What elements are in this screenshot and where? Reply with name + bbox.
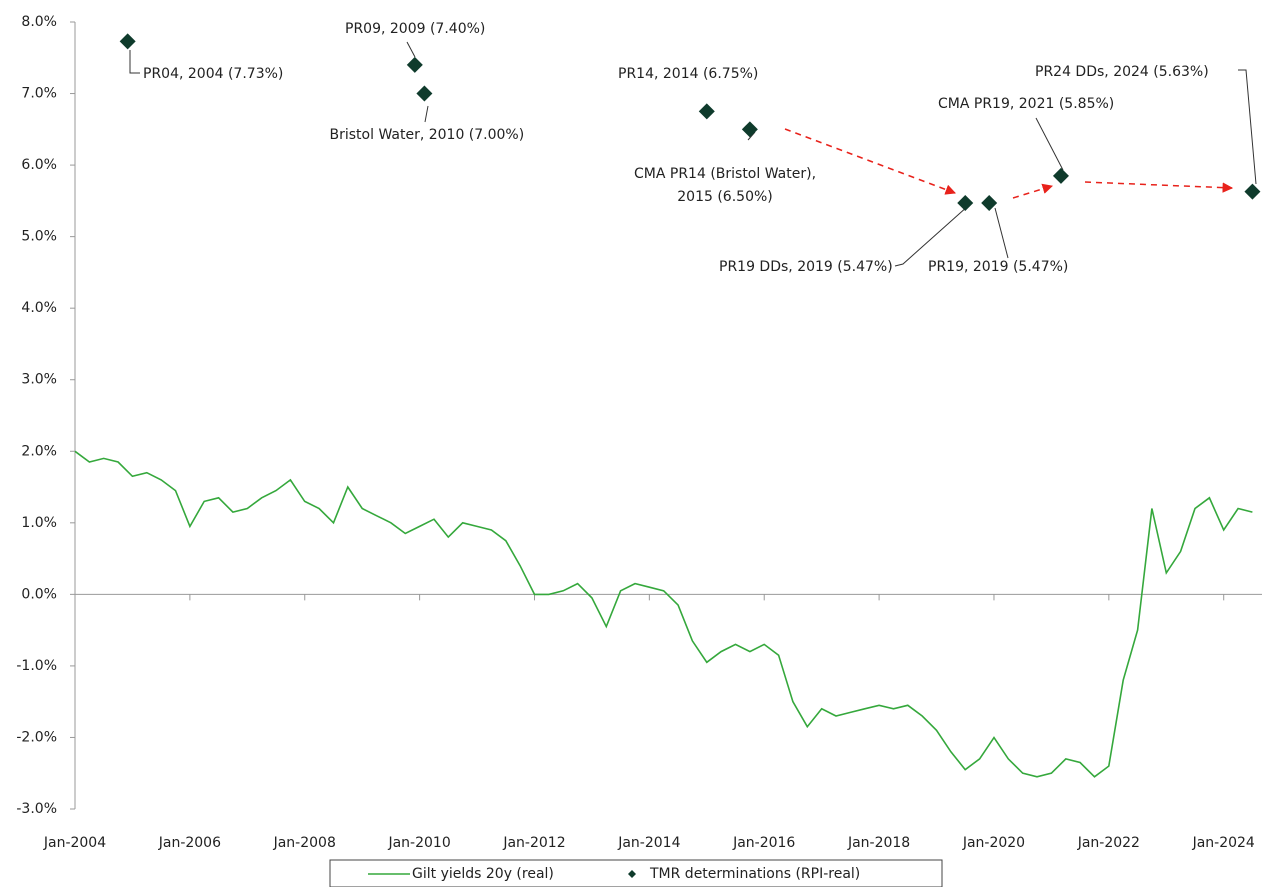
x-tick-label: Jan-2014 [617,835,680,851]
x-tick-label: Jan-2016 [732,835,795,851]
gilt-line [74,450,1253,778]
leader [129,50,140,74]
annotation: PR04, 2004 (7.73%) [143,66,284,82]
y-tick-label: 0.0% [21,586,57,602]
legend-label: Gilt yields 20y (real) [412,866,554,882]
y-tick-label: 2.0% [21,443,57,459]
annotation: PR14, 2014 (6.75%) [618,66,759,82]
y-tick-label: 7.0% [21,86,57,102]
y-tick-label: -3.0% [16,801,57,817]
x-tick-label: Jan-2012 [502,835,565,851]
tmr-point [416,85,433,102]
y-tick-label: 5.0% [21,229,57,245]
y-tick-label: 1.0% [21,515,57,531]
arrows [784,128,1234,199]
annotation: PR24 DDs, 2024 (5.63%) [1035,64,1209,80]
x-tick-label: Jan-2010 [387,835,450,851]
legend-label: TMR determinations (RPI-real) [649,866,860,882]
leader [994,207,1009,259]
x-tick-label: Jan-2006 [158,835,221,851]
leader [424,105,429,123]
x-tick-label: Jan-2018 [847,835,910,851]
x-tick-label: Jan-2008 [273,835,336,851]
tmr-point [698,103,715,120]
tmr-point [981,195,998,212]
x-tick-label: Jan-2004 [43,835,106,851]
y-tick-label: 3.0% [21,372,57,388]
annotation: PR19 DDs, 2019 (5.47%) [719,259,893,275]
arrow [1012,183,1054,199]
tmr-point [957,195,974,212]
tmr-point [1244,183,1261,200]
x-tick-label: Jan-2024 [1192,835,1255,851]
arrow [1084,181,1234,193]
leader [894,205,969,267]
tmr-point [1052,167,1069,184]
annotation: CMA PR19, 2021 (5.85%) [938,96,1115,112]
tmr-point [406,56,423,73]
leaders [129,41,1257,267]
y-tick-label: 4.0% [21,300,57,316]
x-tick-label: Jan-2022 [1077,835,1140,851]
arrow [784,128,956,195]
annotation: CMA PR14 (Bristol Water), 2015 (6.50%) [634,166,817,205]
y-tick-label: -2.0% [16,729,57,745]
tmr-point [741,121,758,138]
x-tick-label: Jan-2020 [962,835,1025,851]
legend-marker [628,870,636,878]
leader [1238,69,1257,185]
annotation: PR19, 2019 (5.47%) [928,259,1069,275]
leader [1035,117,1064,171]
tmr-point [119,33,136,50]
annotation: Bristol Water, 2010 (7.00%) [329,127,525,143]
leader [406,41,416,58]
y-tick-label: 8.0% [21,14,57,30]
y-tick-label: -1.0% [16,658,57,674]
legend-box [329,859,943,887]
annotation: PR09, 2009 (7.40%) [345,21,486,37]
y-tick-label: 6.0% [21,157,57,173]
